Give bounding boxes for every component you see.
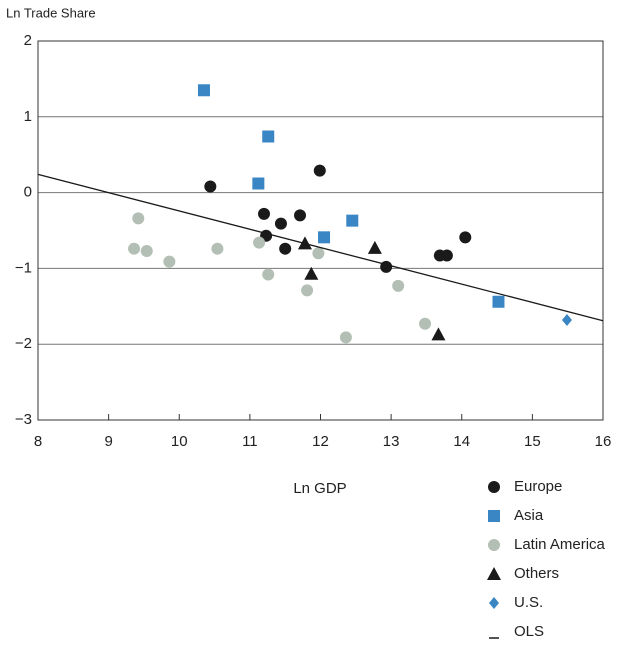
x-tick-label: 11	[242, 433, 258, 450]
y-tick-label: 2	[24, 32, 32, 49]
x-tick-label: 12	[312, 433, 329, 450]
y-tick-label: 1	[24, 108, 32, 125]
point	[294, 209, 307, 222]
x-tick-label: 16	[595, 433, 612, 450]
x-tick-label: 14	[453, 433, 470, 450]
point	[274, 217, 287, 230]
ols-line	[37, 173, 604, 322]
point	[252, 177, 265, 190]
x-tick-label: 9	[104, 433, 112, 450]
x-tick-label: 8	[34, 433, 42, 450]
point	[304, 266, 319, 280]
point	[253, 236, 266, 249]
legend-label: Asia	[514, 507, 544, 524]
x-tick-label: 13	[383, 433, 400, 450]
legend-label: Others	[514, 565, 559, 582]
point	[312, 247, 325, 260]
point	[561, 313, 572, 326]
legend-marker	[487, 567, 501, 580]
point	[313, 164, 326, 177]
x-tick-label: 15	[524, 433, 541, 450]
point	[301, 284, 314, 297]
point	[258, 207, 270, 220]
y-tick-label: −3	[15, 411, 32, 428]
point	[163, 255, 176, 268]
legend-marker	[488, 510, 500, 522]
y-tick-label: −1	[15, 259, 32, 276]
point	[431, 327, 446, 341]
point	[380, 260, 393, 273]
point	[440, 249, 453, 262]
y-tick-label: −2	[15, 335, 32, 352]
point	[367, 240, 382, 254]
point	[419, 317, 432, 330]
point	[339, 331, 352, 344]
point	[211, 242, 224, 255]
legend-marker	[488, 481, 500, 493]
legend-marker	[488, 539, 500, 551]
point	[132, 212, 145, 225]
point	[279, 242, 292, 255]
legend-label: Europe	[514, 478, 562, 495]
legend-label: U.S.	[514, 594, 543, 611]
plot-frame	[37, 40, 604, 421]
point	[140, 244, 153, 257]
legend-label: OLS	[514, 623, 544, 640]
point	[128, 242, 141, 255]
legend-label: Latin America	[514, 536, 606, 553]
point	[492, 295, 505, 308]
point	[197, 84, 210, 97]
point	[318, 231, 331, 244]
point	[262, 130, 275, 143]
point	[346, 214, 359, 227]
x-tick-label: 10	[171, 433, 188, 450]
y-axis-label: Ln Trade Share	[6, 5, 96, 20]
point	[204, 180, 217, 193]
point	[392, 279, 405, 292]
y-tick-label: 0	[24, 184, 32, 201]
point	[459, 231, 472, 244]
x-axis-label: Ln GDP	[293, 480, 346, 497]
legend-marker	[489, 597, 499, 609]
point	[262, 268, 275, 281]
